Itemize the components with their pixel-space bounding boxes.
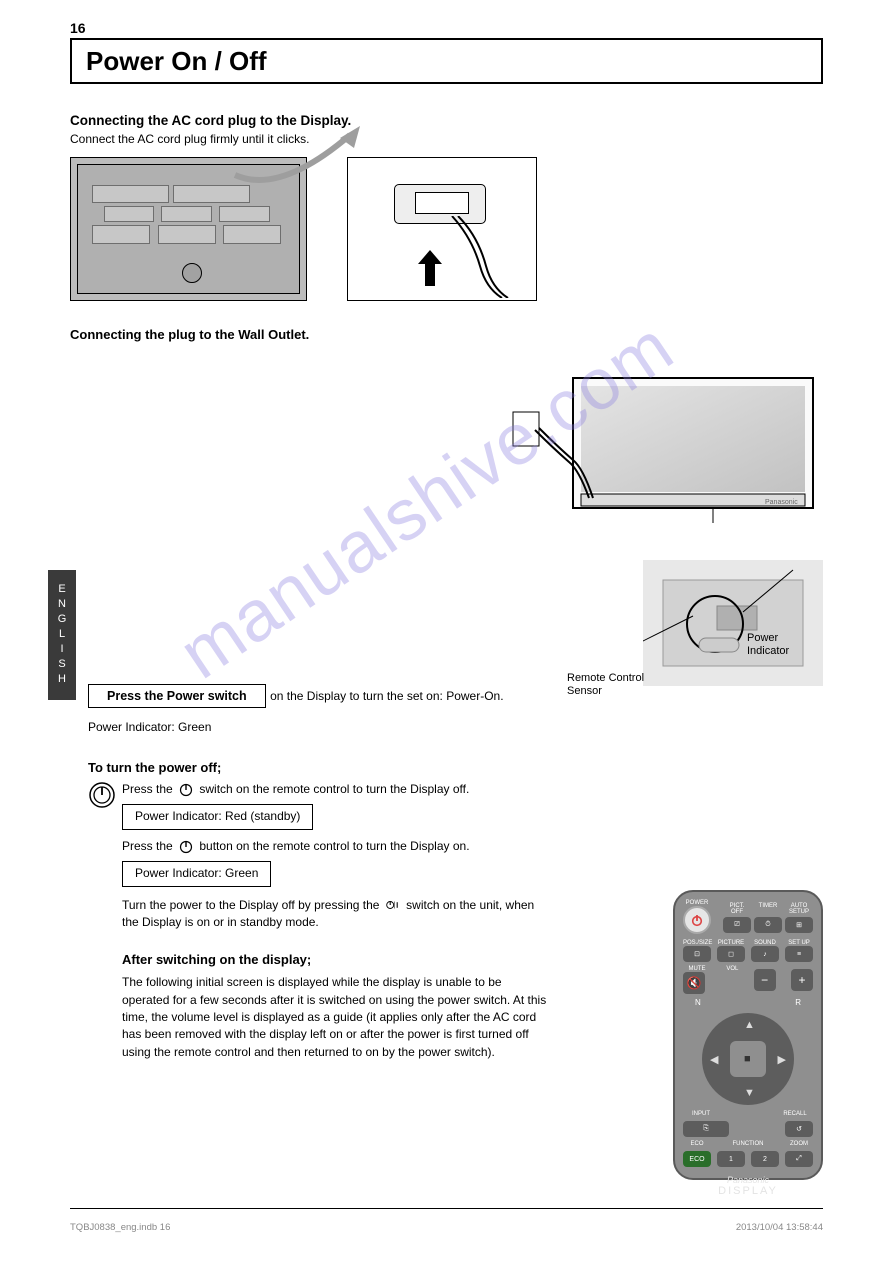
remote-sound-button[interactable]: ♪ bbox=[751, 946, 779, 962]
language-tab: ENGLISH bbox=[48, 570, 76, 700]
para2-post: button on the remote control to turn the… bbox=[199, 839, 469, 853]
power-small-icon bbox=[179, 783, 193, 797]
dpad-down-icon: ▼ bbox=[744, 1087, 755, 1099]
remote-top-row: POWER PICT. OFF TIMER AUTO SETUP ⎚ ⏱ bbox=[683, 900, 813, 936]
footer-date: 2013/10/04 13:58:44 bbox=[736, 1222, 823, 1233]
remote-recall-label: RECALL bbox=[781, 1111, 809, 1117]
sensor-zoom-diagram bbox=[643, 560, 823, 686]
remote-vol-up-button[interactable]: + bbox=[791, 969, 813, 991]
remote-input-label: INPUT bbox=[687, 1111, 715, 1117]
remote-func1-button[interactable]: 1 bbox=[717, 1151, 745, 1167]
page-title: Power On / Off bbox=[70, 38, 823, 84]
dpad-up-icon: ▲ bbox=[744, 1019, 755, 1031]
footer-rule bbox=[70, 1208, 823, 1209]
indicator-callout-text: Power Indicator bbox=[747, 632, 789, 657]
remote-mute-button[interactable]: 🔇 bbox=[683, 972, 705, 994]
indicator-callout: Power Indicator bbox=[747, 632, 837, 658]
indicator-green-box: Power Indicator: Green bbox=[122, 861, 271, 886]
cord-diagram-row bbox=[70, 157, 823, 301]
dpad-left-icon: ◀ bbox=[710, 1053, 718, 1066]
remote-timer-button[interactable]: ⏱ bbox=[754, 917, 782, 933]
manual-page: 16 Power On / Off Connecting the AC cord… bbox=[0, 0, 893, 1263]
para1-post: switch on the remote control to turn the… bbox=[199, 782, 469, 796]
para2-pre: Press the bbox=[122, 839, 176, 853]
remote-possize-button[interactable]: ⊡ bbox=[683, 946, 711, 962]
power-icon bbox=[88, 781, 116, 809]
remote-top-label-2: AUTO SETUP bbox=[785, 903, 813, 915]
remote-func-label: FUNCTION bbox=[722, 1141, 774, 1147]
remote-dpad[interactable]: ▲ ▼ ◀ ▶ ■ bbox=[702, 1013, 794, 1105]
plug-wall-heading: Connecting the plug to the Wall Outlet. bbox=[70, 327, 823, 342]
dpad-right-icon: ▶ bbox=[778, 1053, 786, 1066]
after-on-body: The following initial screen is displaye… bbox=[122, 974, 552, 1061]
remote-top-label-1: TIMER bbox=[754, 903, 782, 915]
remote-top-label-0: PICT. OFF bbox=[723, 903, 751, 915]
remote-vol-down-button[interactable]: − bbox=[754, 969, 776, 991]
dpad-ok-icon: ■ bbox=[744, 1053, 751, 1065]
up-arrow-icon bbox=[418, 250, 442, 286]
remote-zoom-label: ZOOM bbox=[785, 1141, 813, 1147]
para3-pre: Turn the power to the Display off by pre… bbox=[122, 898, 383, 912]
remote-autosetup-button[interactable]: ⊞ bbox=[785, 917, 813, 933]
ac-in-diagram bbox=[347, 157, 537, 301]
power-icon bbox=[690, 913, 704, 927]
remote-power-label: POWER bbox=[683, 900, 711, 906]
page-number: 16 bbox=[70, 20, 86, 36]
power-io-icon bbox=[386, 898, 400, 912]
indicator-red-box: Power Indicator: Red (standby) bbox=[122, 804, 313, 829]
remote-brand: Panasonic bbox=[683, 1175, 813, 1185]
remote-recall-button[interactable]: ↺ bbox=[785, 1121, 813, 1137]
remote-input-button[interactable]: ⎘ bbox=[683, 1121, 729, 1137]
tv-front-diagram: Panasonic bbox=[503, 368, 823, 523]
cord-location-circle bbox=[182, 263, 202, 283]
remote-setup-button[interactable]: ≡ bbox=[785, 946, 813, 962]
remote-pictoff-button[interactable]: ⎚ bbox=[723, 917, 751, 933]
cord-connect-heading: Connecting the AC cord plug to the Displ… bbox=[70, 112, 823, 147]
remote-power-button[interactable] bbox=[683, 906, 711, 934]
remote-power-block: POWER bbox=[683, 900, 711, 936]
para1-pre: Press the bbox=[122, 782, 176, 796]
press-power-text: on the Display to turn the set on: Power… bbox=[270, 689, 503, 703]
footer-file: TQBJ0838_eng.indb 16 bbox=[70, 1222, 170, 1233]
remote-nr-row: N R bbox=[683, 998, 813, 1007]
remote-eco-button[interactable]: ECO bbox=[683, 1151, 711, 1167]
turn-off-heading: To turn the power off; bbox=[88, 760, 823, 775]
after-on-heading: After switching on the display; bbox=[122, 951, 552, 970]
power-small-icon bbox=[179, 840, 193, 854]
svg-text:Panasonic: Panasonic bbox=[765, 499, 798, 506]
remote-zoom-button[interactable]: ⤢ bbox=[785, 1151, 813, 1167]
remote-r-label: R bbox=[795, 998, 801, 1007]
remote-picture-button[interactable]: ◻ bbox=[717, 946, 745, 962]
remote-n-label: N bbox=[695, 998, 701, 1007]
ac-cord-line bbox=[448, 216, 518, 298]
remote-func2-button[interactable]: 2 bbox=[751, 1151, 779, 1167]
remote-mute-block: MUTE 🔇 bbox=[683, 966, 711, 994]
indicator-green-1: Power Indicator: Green bbox=[88, 720, 823, 734]
remote-vol-label: VOL bbox=[726, 966, 738, 972]
tv-back-blocks bbox=[92, 185, 285, 259]
remote-eco-label: ECO bbox=[683, 1141, 711, 1147]
remote-control-diagram: POWER PICT. OFF TIMER AUTO SETUP ⎚ ⏱ bbox=[673, 890, 823, 1180]
press-power-switch-label: Press the Power switch bbox=[88, 684, 266, 708]
remote-display-text: DISPLAY bbox=[683, 1185, 813, 1197]
